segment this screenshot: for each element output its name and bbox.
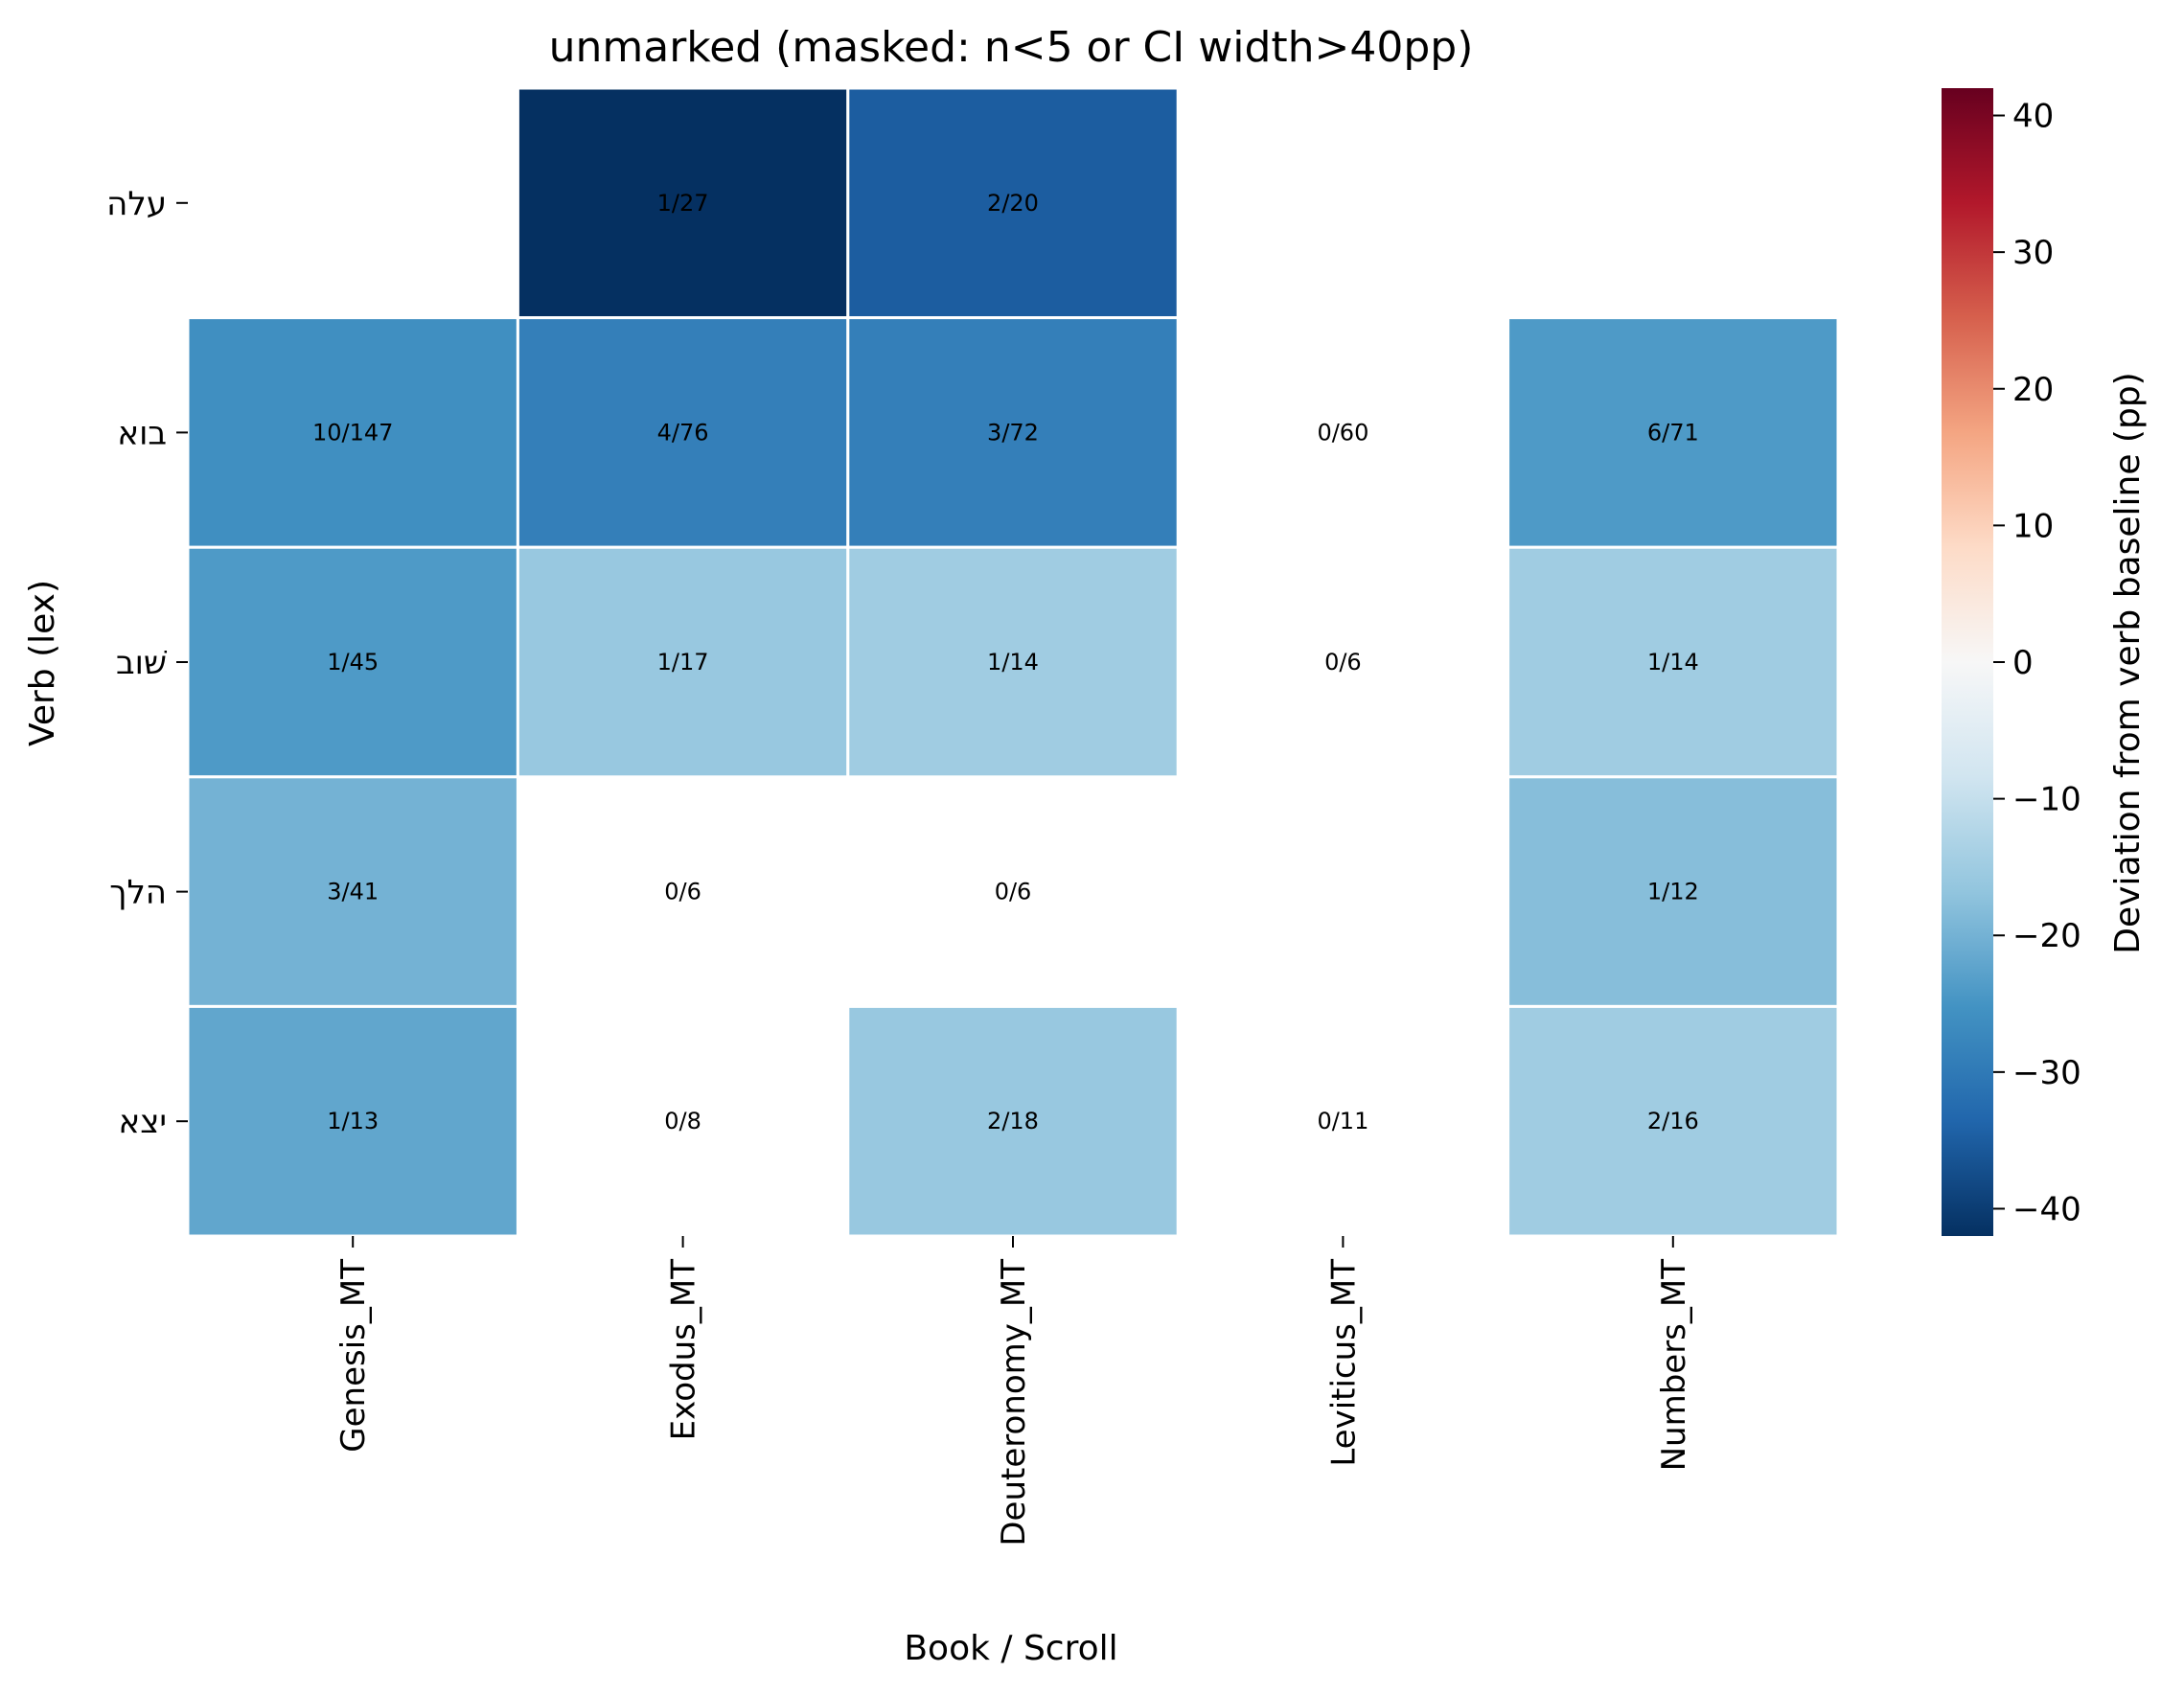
heatmap-cell xyxy=(846,545,1180,779)
colorbar-tick-label: 10 xyxy=(2012,507,2054,545)
x-tick-label: Genesis_MT xyxy=(334,1259,373,1453)
colorbar-tick-label: 0 xyxy=(2012,644,2034,682)
cell-label: 0/6 xyxy=(995,879,1032,905)
heatmap-cell xyxy=(516,545,850,779)
colorbar-tick-label: −20 xyxy=(2012,917,2081,955)
cell-label: 1/12 xyxy=(1647,879,1699,905)
cell-label: 0/60 xyxy=(1317,419,1368,446)
y-axis: עלה בוא שׁוב הלך יצא xyxy=(106,185,188,1141)
colorbar-tick-label: 20 xyxy=(2012,371,2054,409)
cell-label: 2/18 xyxy=(987,1108,1039,1134)
colorbar-tick-label: 40 xyxy=(2012,98,2054,136)
colorbar-tick-label: 30 xyxy=(2012,234,2054,272)
cell-label: 6/71 xyxy=(1647,419,1699,446)
chart-title: unmarked (masked: n<5 or CI width>40pp) xyxy=(549,23,1474,72)
cell-label: 2/16 xyxy=(1647,1108,1699,1134)
heatmap-cell xyxy=(1506,775,1840,1008)
x-tick-label: Deuteronomy_MT xyxy=(995,1259,1033,1546)
cell-label: 3/41 xyxy=(327,879,379,905)
cell-label: 10/147 xyxy=(312,419,393,446)
colorbar-tick-label: −10 xyxy=(2012,781,2081,819)
cell-label: 1/13 xyxy=(327,1108,379,1134)
cell-label: 1/17 xyxy=(657,649,709,676)
heatmap-cell xyxy=(1506,545,1840,779)
heatmap-cell xyxy=(186,316,519,549)
x-tick-label: Leviticus_MT xyxy=(1324,1259,1363,1467)
colorbar-gradient xyxy=(1942,88,1993,1236)
heatmap-cells: 1/27 2/20 10/147 4/76 3/72 0/60 6/71 1/45 1/17 1/… xyxy=(186,86,1840,1238)
cell-label: 0/6 xyxy=(664,879,701,905)
cell-label: 3/72 xyxy=(987,419,1039,446)
heatmap-cell xyxy=(186,1004,519,1238)
cell-label: 0/11 xyxy=(1317,1108,1368,1134)
heatmap-cell xyxy=(1506,1004,1840,1238)
y-tick-label: עלה xyxy=(106,185,167,223)
colorbar-label: Deviation from verb baseline (pp) xyxy=(2108,372,2148,953)
heatmap-cell xyxy=(846,1004,1180,1238)
y-axis-label: Verb (lex) xyxy=(23,580,62,746)
x-tick-label: Numbers_MT xyxy=(1655,1259,1693,1472)
colorbar-tick-label: −30 xyxy=(2012,1054,2081,1092)
colorbar: −40 −30 −20 −10 0 10 20 30 40 xyxy=(1942,88,2081,1236)
colorbar-tick-label: −40 xyxy=(2012,1190,2081,1228)
cell-label: 1/14 xyxy=(987,649,1039,676)
cell-label: 4/76 xyxy=(657,419,709,446)
cell-label: 1/45 xyxy=(327,649,379,676)
heatmap-cell xyxy=(516,86,850,320)
x-tick-label: Exodus_MT xyxy=(665,1259,703,1441)
heatmap-cell xyxy=(846,316,1180,549)
x-axis: Genesis_MT Exodus_MT Deuteronomy_MT Levitic… xyxy=(334,1236,1693,1546)
cell-label: 0/8 xyxy=(664,1108,701,1134)
y-tick-label: שׁוב xyxy=(116,644,168,682)
cell-label: 1/14 xyxy=(1647,649,1699,676)
cell-label: 2/20 xyxy=(987,190,1039,217)
heatmap-cell xyxy=(1506,316,1840,549)
heatmap-cell xyxy=(516,316,850,549)
cell-label: 1/27 xyxy=(657,190,709,217)
y-tick-label: הלך xyxy=(109,874,167,912)
heatmap-cell xyxy=(186,775,519,1008)
cell-label: 0/6 xyxy=(1324,649,1362,676)
x-axis-label: Book / Scroll xyxy=(904,1629,1117,1668)
y-tick-label: בוא xyxy=(117,414,167,452)
y-tick-label: יצא xyxy=(118,1103,167,1141)
heatmap-cell xyxy=(846,86,1180,320)
